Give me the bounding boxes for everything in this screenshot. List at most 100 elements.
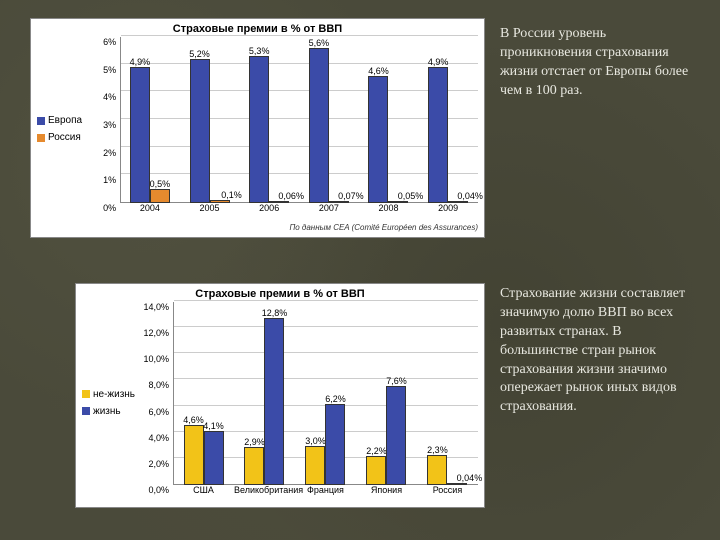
bar: 2,9% <box>244 447 264 485</box>
y-tick: 4,0% <box>149 433 170 443</box>
chart2-x-labels: СШАВеликобританияФранцияЯпонияРоссия <box>173 485 478 503</box>
x-label: Япония <box>356 485 417 503</box>
legend-item: жизнь <box>82 406 135 417</box>
y-tick: 6% <box>103 37 116 47</box>
y-tick: 8,0% <box>149 380 170 390</box>
bar: 4,6% <box>184 425 204 485</box>
y-tick: 3% <box>103 120 116 130</box>
bar-value-label: 5,6% <box>309 38 330 48</box>
chart2-plot: 0,0%2,0%4,0%6,0%8,0%10,0%12,0%14,0% 4,6%… <box>139 302 484 503</box>
legend-swatch <box>82 407 90 415</box>
bar: 4,1% <box>204 431 224 485</box>
bar-value-label: 2,2% <box>366 446 387 456</box>
legend-item: Европа <box>37 115 82 126</box>
chart2-bars: 4,6%4,1%2,9%12,8%3,0%6,2%2,2%7,6%2,3%0,0… <box>173 302 478 485</box>
chart1-bars: 4,9%0,5%5,2%0,1%5,3%0,06%5,6%0,07%4,6%0,… <box>120 37 478 203</box>
bar-value-label: 4,9% <box>130 57 151 67</box>
chart2-body: не-жизньжизнь 0,0%2,0%4,0%6,0%8,0%10,0%1… <box>76 302 484 503</box>
y-tick: 4% <box>103 92 116 102</box>
bar: 5,2% <box>190 59 210 203</box>
bar-value-label: 12,8% <box>262 308 288 318</box>
bar: 5,3% <box>249 56 269 203</box>
bar-value-label: 2,9% <box>244 437 265 447</box>
bar-value-label: 4,6% <box>183 415 204 425</box>
y-tick: 14,0% <box>143 302 169 312</box>
bar-value-label: 4,6% <box>368 66 389 76</box>
bar-value-label: 4,1% <box>203 421 224 431</box>
chart1-y-axis: 0%1%2%3%4%5%6% <box>86 37 120 203</box>
y-tick: 10,0% <box>143 354 169 364</box>
bar-value-label: 4,9% <box>428 57 449 67</box>
bar-group: 2,9%12,8% <box>234 302 295 485</box>
chart2-y-axis: 0,0%2,0%4,0%6,0%8,0%10,0%12,0%14,0% <box>139 302 173 485</box>
chart-top: Страховые премии в % от ВВП ЕвропаРоссия… <box>30 18 485 238</box>
bar: 2,2% <box>366 456 386 485</box>
x-label: США <box>173 485 234 503</box>
x-label: Россия <box>417 485 478 503</box>
bar-group: 4,6%0,05% <box>359 37 419 203</box>
bar-group: 4,9%0,04% <box>418 37 478 203</box>
x-label: 2008 <box>359 203 419 221</box>
chart1-plot: 0%1%2%3%4%5%6% 4,9%0,5%5,2%0,1%5,3%0,06%… <box>86 37 484 221</box>
bar-value-label: 0,5% <box>150 179 171 189</box>
bar: 12,8% <box>264 318 284 485</box>
bar-group: 2,2%7,6% <box>356 302 417 485</box>
bar-group: 4,6%4,1% <box>173 302 234 485</box>
bar: 2,3% <box>427 455 447 485</box>
legend-label: Европа <box>48 115 82 126</box>
bar-value-label: 0,04% <box>457 191 483 201</box>
bar-group: 5,6%0,07% <box>299 37 359 203</box>
bar-value-label: 2,3% <box>427 445 448 455</box>
y-tick: 12,0% <box>143 328 169 338</box>
x-label: 2004 <box>120 203 180 221</box>
x-label: Великобритания <box>234 485 295 503</box>
legend-swatch <box>37 117 45 125</box>
y-tick: 2% <box>103 148 116 158</box>
bar: 3,0% <box>305 446 325 485</box>
legend-label: Россия <box>48 132 81 143</box>
bar: 4,6% <box>368 76 388 203</box>
paragraph-top: В России уровень проникновения страхован… <box>500 25 695 101</box>
chart2-legend: не-жизнь жизнь <box>76 302 139 503</box>
bar: 6,2% <box>325 404 345 485</box>
chart1-body: ЕвропаРоссия 0%1%2%3%4%5%6% 4,9%0,5%5,2%… <box>31 37 484 221</box>
y-tick: 0% <box>103 203 116 213</box>
legend-swatch <box>37 134 45 142</box>
bar-group: 3,0%6,2% <box>295 302 356 485</box>
bar-value-label: 6,2% <box>325 394 346 404</box>
y-tick: 6,0% <box>149 407 170 417</box>
bar-group: 5,2%0,1% <box>180 37 240 203</box>
paragraph-bottom: Страхование жизни составляет значимую до… <box>500 285 700 417</box>
legend-item: Россия <box>37 132 82 143</box>
x-label: 2006 <box>239 203 299 221</box>
bar-group: 4,9%0,5% <box>120 37 180 203</box>
bar-value-label: 0,04% <box>457 473 483 483</box>
bar: 5,6% <box>309 48 329 203</box>
y-tick: 1% <box>103 175 116 185</box>
legend-label: не-жизнь <box>93 389 135 400</box>
bar-group: 5,3%0,06% <box>239 37 299 203</box>
legend-label: жизнь <box>93 406 121 417</box>
y-tick: 2,0% <box>149 459 170 469</box>
bar-value-label: 5,3% <box>249 46 270 56</box>
x-label: 2009 <box>418 203 478 221</box>
legend-swatch <box>82 390 90 398</box>
legend-item: не-жизнь <box>82 389 135 400</box>
gridline <box>121 35 478 36</box>
bar-value-label: 5,2% <box>189 49 210 59</box>
bar-value-label: 7,6% <box>386 376 407 386</box>
bar: 0,5% <box>150 189 170 203</box>
x-label: Франция <box>295 485 356 503</box>
x-label: 2007 <box>299 203 359 221</box>
chart-bottom: Страховые премии в % от ВВП не-жизньжизн… <box>75 283 485 508</box>
bar: 7,6% <box>386 386 406 485</box>
bar: 4,9% <box>428 67 448 203</box>
bar-group: 2,3%0,04% <box>417 302 478 485</box>
chart1-legend: Европа Россия <box>31 37 86 221</box>
x-label: 2005 <box>180 203 240 221</box>
bar: 4,9% <box>130 67 150 203</box>
bar-value-label: 3,0% <box>305 436 326 446</box>
gridline <box>174 300 478 301</box>
chart1-x-labels: 200420052006200720082009 <box>120 203 478 221</box>
chart1-footnote: По данным CEA (Comité Européen des Assur… <box>31 221 484 236</box>
